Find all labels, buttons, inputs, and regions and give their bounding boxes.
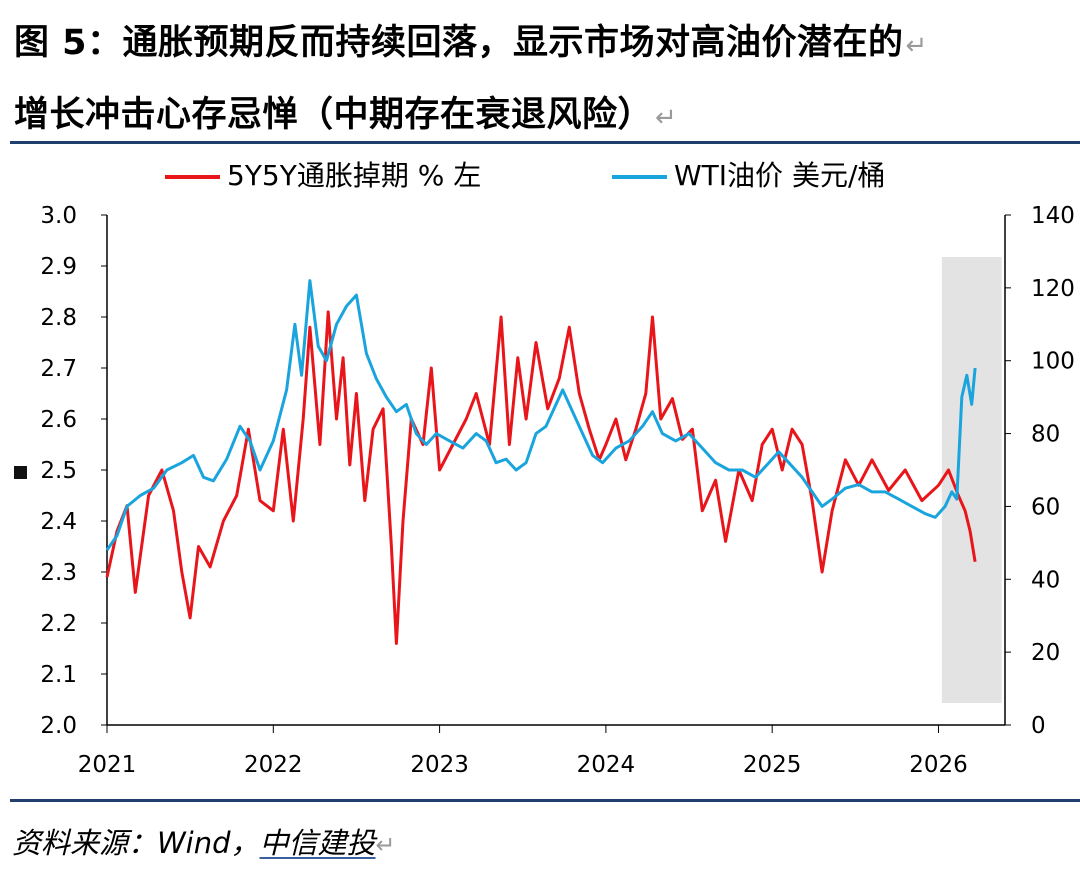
y-right-tick-label: 100 bbox=[1031, 349, 1075, 375]
paragraph-return-icon: ↵ bbox=[655, 103, 678, 133]
title-line-2-text: 增长冲击心存忌惮（中期存在衰退风险） bbox=[14, 95, 654, 135]
y-left-tick-label: 2.1 bbox=[40, 662, 77, 688]
x-tick-label: 2021 bbox=[78, 752, 137, 778]
x-tick-label: 2025 bbox=[743, 752, 802, 778]
paragraph-return-icon: ↵ bbox=[375, 831, 396, 859]
y-left-tick-label: 3.0 bbox=[40, 203, 77, 229]
y-left-tick-label: 2.4 bbox=[40, 509, 77, 535]
y-right-tick-label: 0 bbox=[1031, 713, 1046, 739]
y-left-tick-label: 2.7 bbox=[40, 356, 77, 382]
y-right-tick-label: 40 bbox=[1031, 567, 1060, 593]
source-note: 资料来源：Wind，中信建投↵ bbox=[12, 820, 396, 862]
y-left-tick-label: 2.6 bbox=[40, 407, 77, 433]
x-tick-label: 2024 bbox=[577, 752, 636, 778]
y-left-tick-label: 2.3 bbox=[40, 560, 77, 586]
y-right-tick-label: 80 bbox=[1031, 422, 1060, 448]
figure-title-line-2: 增长冲击心存忌惮（中期存在衰退风险）↵ bbox=[14, 86, 677, 137]
legend-label: 5Y5Y通胀掉期 % 左 bbox=[227, 159, 481, 192]
y-left-tick-label: 2.2 bbox=[40, 611, 77, 637]
top-divider bbox=[10, 141, 1080, 144]
y-right-tick-label: 20 bbox=[1031, 640, 1060, 666]
square-bullet-marker bbox=[14, 466, 27, 479]
title-line-1-text: 图 5：通胀预期反而持续回落，显示市场对高油价潜在的 bbox=[14, 23, 904, 63]
source-label: 资料来源：Wind， bbox=[12, 826, 260, 860]
source-brand: 中信建投 bbox=[259, 826, 376, 860]
legend-item-inflation-swap: 5Y5Y通胀掉期 % 左 bbox=[165, 159, 481, 192]
dual-axis-line-chart: 2.0 2.1 2.2 2.3 2.4 2.5 2.6 2.7 2.8 2.9 3.0 0 20 40 60… bbox=[40, 159, 1075, 778]
y-left-tick-label: 2.0 bbox=[40, 713, 77, 739]
y-left-tick-label: 2.5 bbox=[40, 458, 77, 484]
x-tick-label: 2023 bbox=[410, 752, 469, 778]
series-line-inflation-swap bbox=[105, 310, 977, 645]
bottom-divider bbox=[10, 799, 1080, 802]
y-right-tick-label: 140 bbox=[1031, 203, 1075, 229]
legend-label: WTI油价 美元/桶 bbox=[674, 159, 885, 192]
y-left-tick-label: 2.8 bbox=[40, 305, 77, 331]
figure-title-line-1: 图 5：通胀预期反而持续回落，显示市场对高油价潜在的↵ bbox=[14, 14, 928, 65]
x-tick-label: 2026 bbox=[909, 752, 968, 778]
y-left-tick-label: 2.9 bbox=[40, 254, 77, 280]
y-right-tick-label: 60 bbox=[1031, 494, 1060, 520]
y-right-tick-label: 120 bbox=[1031, 276, 1075, 302]
series-line-wti bbox=[105, 279, 977, 551]
x-tick-label: 2022 bbox=[244, 752, 303, 778]
paragraph-return-icon: ↵ bbox=[905, 31, 928, 61]
legend-item-wti: WTI油价 美元/桶 bbox=[612, 159, 885, 192]
